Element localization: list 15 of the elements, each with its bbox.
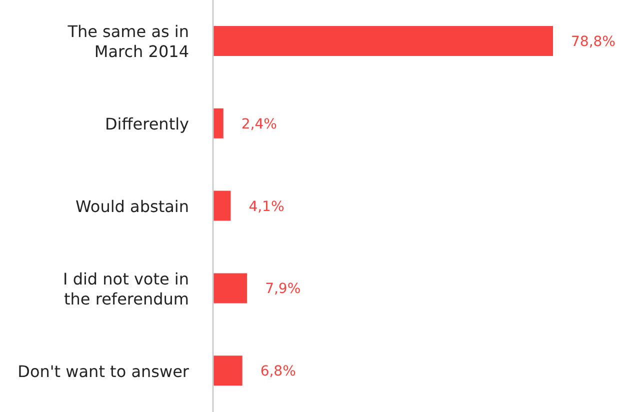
bar [213,190,231,221]
data-label: 6,8% [260,364,296,380]
bar [213,273,248,304]
y-tick-label: Don't want to answer [18,361,190,380]
data-label: 2,4% [241,116,277,132]
bar [213,356,242,386]
bar [213,26,553,56]
bar [213,108,224,138]
data-label: 4,1% [248,198,284,215]
data-label: 78,8% [571,34,616,50]
y-tick-label: Differently [104,114,189,134]
y-tick-label: I did not vote in the referendum [63,268,189,308]
y-tick-label: Would abstain [76,196,189,216]
data-label: 7,9% [265,281,301,298]
y-tick-label: The same as in March 2014 [66,22,189,61]
